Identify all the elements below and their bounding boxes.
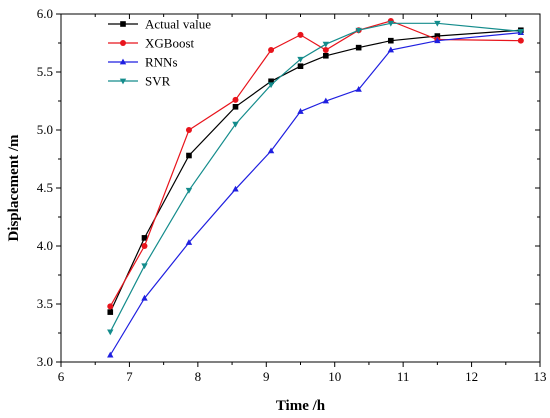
data-point [267, 147, 275, 154]
y-axis-title: Displacement /m [6, 134, 22, 242]
legend-label: SVR [145, 74, 171, 89]
legend-item: SVR [108, 74, 171, 89]
y-tick-label: 5.0 [37, 122, 53, 137]
legend-label: Actual value [145, 17, 211, 32]
data-point [322, 46, 329, 53]
data-point [387, 46, 395, 53]
y-tick-label: 5.5 [37, 64, 53, 79]
data-point [517, 29, 525, 35]
series-2 [107, 29, 525, 358]
data-point [232, 121, 239, 128]
x-tick-label: 9 [263, 369, 270, 384]
series-1 [107, 17, 524, 310]
series-0 [107, 27, 524, 315]
series-layer [107, 17, 525, 358]
legend-marker [120, 21, 126, 27]
y-tick-label: 4.5 [37, 180, 53, 195]
x-axis-ticks: 6 7 8 9 10 11 12 13 [58, 14, 547, 384]
legend-marker [119, 78, 127, 85]
legend-label: XGBoost [145, 36, 195, 51]
data-point [107, 303, 114, 310]
legend-marker [120, 40, 126, 46]
data-point [355, 86, 362, 92]
x-tick-label: 12 [465, 369, 478, 384]
legend-item: Actual value [108, 17, 211, 32]
data-point [107, 309, 114, 315]
y-tick-label: 3.5 [37, 296, 53, 311]
data-point [232, 96, 239, 103]
y-tick-label: 4.0 [37, 238, 53, 253]
data-point [141, 294, 148, 301]
legend-item: RNNs [108, 55, 178, 70]
data-point [322, 97, 330, 104]
data-point [185, 187, 193, 194]
x-tick-label: 8 [195, 369, 202, 384]
series-line [109, 29, 521, 313]
data-point [322, 41, 330, 48]
data-point [185, 239, 193, 245]
x-tick-label: 6 [58, 369, 65, 384]
data-point [297, 63, 304, 69]
x-axis-title: Time /h [276, 398, 326, 414]
data-point [387, 20, 395, 27]
data-point [232, 104, 239, 110]
data-point [185, 127, 192, 133]
data-point [517, 37, 524, 44]
legend-label: RNNs [145, 55, 178, 70]
legend-item: XGBoost [108, 36, 195, 51]
data-point [388, 37, 394, 44]
data-point [141, 235, 148, 241]
data-point [107, 329, 114, 336]
y-tick-label: 3.0 [37, 354, 53, 369]
data-point [186, 152, 192, 159]
series-3 [107, 20, 525, 336]
data-point [141, 263, 148, 270]
data-point [323, 52, 329, 59]
data-point [268, 46, 275, 53]
series-line [109, 32, 521, 356]
legend-marker [119, 58, 127, 65]
x-tick-label: 11 [397, 369, 410, 384]
data-point [268, 78, 274, 85]
data-point [267, 82, 275, 89]
data-point [232, 185, 239, 192]
y-axis-ticks: 3.0 3.5 4.0 4.5 5.0 5.5 6.0 [37, 6, 540, 369]
data-point [434, 37, 441, 44]
data-point [297, 108, 304, 114]
legend: Actual value XGBoost RNNs SVR [108, 17, 211, 89]
data-point [297, 56, 304, 63]
data-point [434, 33, 441, 39]
data-point [297, 31, 304, 38]
data-point [355, 27, 362, 34]
data-point [434, 20, 441, 27]
x-tick-label: 7 [126, 369, 133, 384]
x-tick-label: 10 [328, 369, 341, 384]
data-point [107, 351, 114, 358]
x-tick-label: 13 [534, 369, 547, 384]
data-point [355, 44, 362, 51]
data-point [141, 243, 148, 249]
y-tick-label: 6.0 [37, 6, 53, 21]
series-line [109, 22, 521, 333]
